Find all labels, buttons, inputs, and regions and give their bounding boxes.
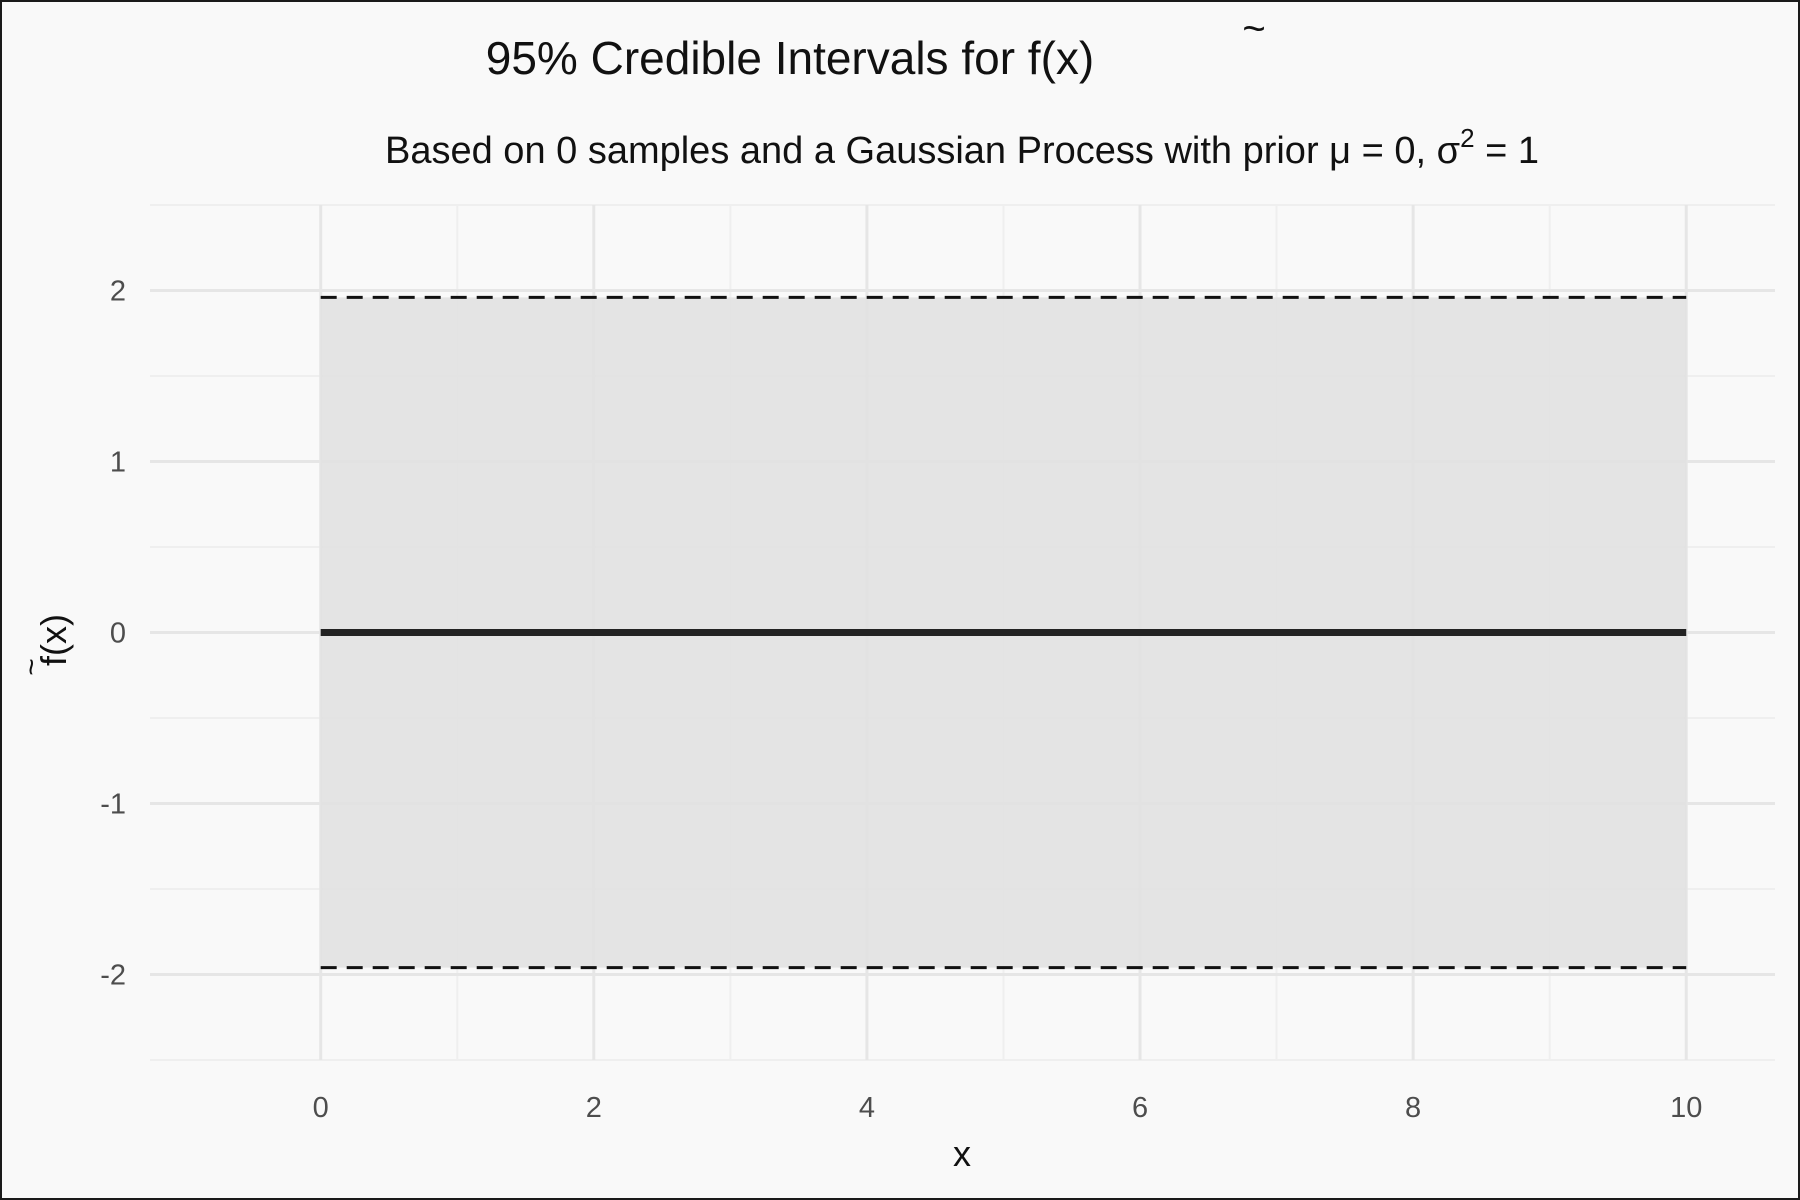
y-tick-label: -2 (100, 960, 126, 992)
chart-subtitle-main: Based on 0 samples and a Gaussian Proces… (385, 130, 1460, 172)
y-axis-tilde-icon: ~ (15, 658, 48, 676)
x-tick-label: 4 (859, 1092, 875, 1124)
x-tick-label: 8 (1405, 1092, 1421, 1124)
y-axis-title-suffix: (x) (33, 614, 74, 656)
title-tilde-icon: ~ (1242, 7, 1265, 51)
chart-subtitle-superscript: 2 (1460, 123, 1474, 153)
y-tick-label: -1 (100, 789, 126, 821)
x-tick-label: 6 (1132, 1092, 1148, 1124)
y-axis-title-function: f (33, 655, 74, 666)
x-axis-title: x (953, 1133, 971, 1174)
chart-title-suffix: (x) (1041, 32, 1095, 84)
chart-title: 95% Credible Intervals for f(x) (486, 32, 1094, 84)
y-axis-title: f(x) ~ (15, 614, 74, 676)
x-tick-label: 2 (586, 1092, 602, 1124)
chart-subtitle-tail: = 1 (1475, 130, 1539, 172)
series-lines (320, 295, 1687, 970)
x-tick-label: 10 (1670, 1092, 1702, 1124)
y-tick-label: 1 (110, 447, 126, 479)
chart-title-prefix: 95% Credible Intervals for (486, 32, 1028, 84)
x-tick-label: 0 (313, 1092, 329, 1124)
svg-text:f(x): f(x) (33, 614, 74, 666)
axis-ticks: 0 2 4 6 8 10 -2 -1 0 1 2 (100, 276, 1702, 1125)
y-tick-label: 0 (110, 618, 126, 650)
y-tick-label: 2 (110, 276, 126, 308)
chart-title-function: f (1028, 32, 1041, 84)
chart-subtitle: Based on 0 samples and a Gaussian Proces… (385, 123, 1539, 172)
